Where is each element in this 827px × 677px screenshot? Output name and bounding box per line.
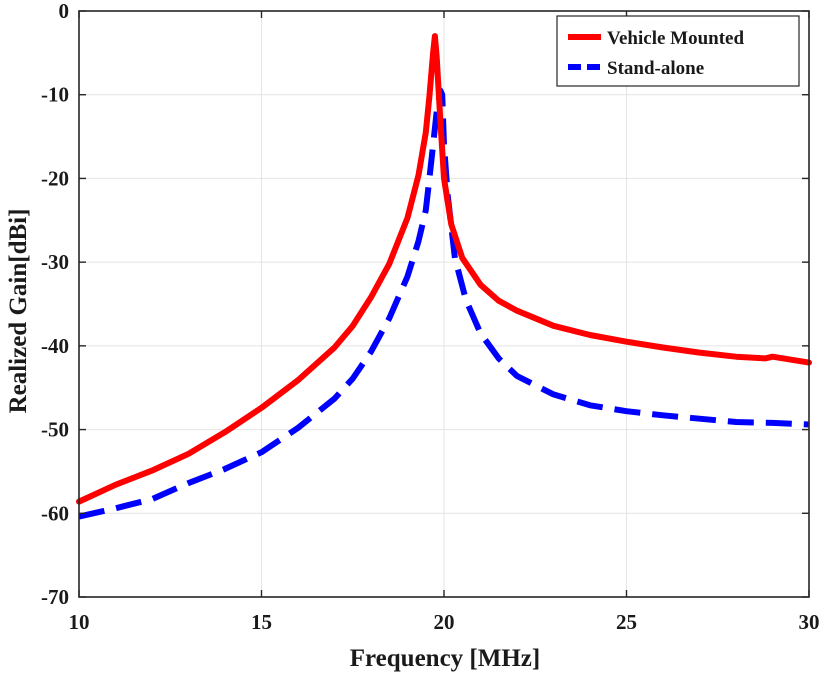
y-tick-label: -70	[41, 585, 69, 609]
x-tick-label: 30	[799, 610, 820, 634]
legend-box	[556, 15, 800, 87]
y-tick-label: 0	[59, 0, 70, 23]
x-tick-label: 25	[616, 610, 637, 634]
x-tick-label: 20	[434, 610, 455, 634]
legend-label-vehicle-mounted: Vehicle Mounted	[607, 28, 744, 49]
y-tick-label: -30	[41, 250, 69, 274]
y-axis-label: Realized Gain[dBi]	[5, 209, 32, 414]
y-tick-label: -60	[41, 501, 69, 525]
y-tick-label: -10	[41, 83, 69, 107]
y-tick-label: -20	[41, 166, 69, 190]
series-line-vehicle-mounted	[76, 33, 812, 505]
x-tick-label: 15	[251, 610, 272, 634]
x-tick-label: 10	[69, 610, 90, 634]
x-axis-label: Frequency [MHz]	[350, 645, 540, 672]
legend-label-stand-alone: Stand-alone	[607, 58, 704, 79]
series-layer	[76, 33, 812, 520]
y-tick-label: -40	[41, 334, 69, 358]
tick-labels: 10 15 20 25 30 0 -10 -20 -30 -40 -50 -60 -70	[41, 0, 820, 634]
legend: Vehicle Mounted Stand-alone	[556, 15, 800, 87]
tick-marks	[78, 10, 810, 598]
y-tick-label: -50	[41, 418, 69, 442]
